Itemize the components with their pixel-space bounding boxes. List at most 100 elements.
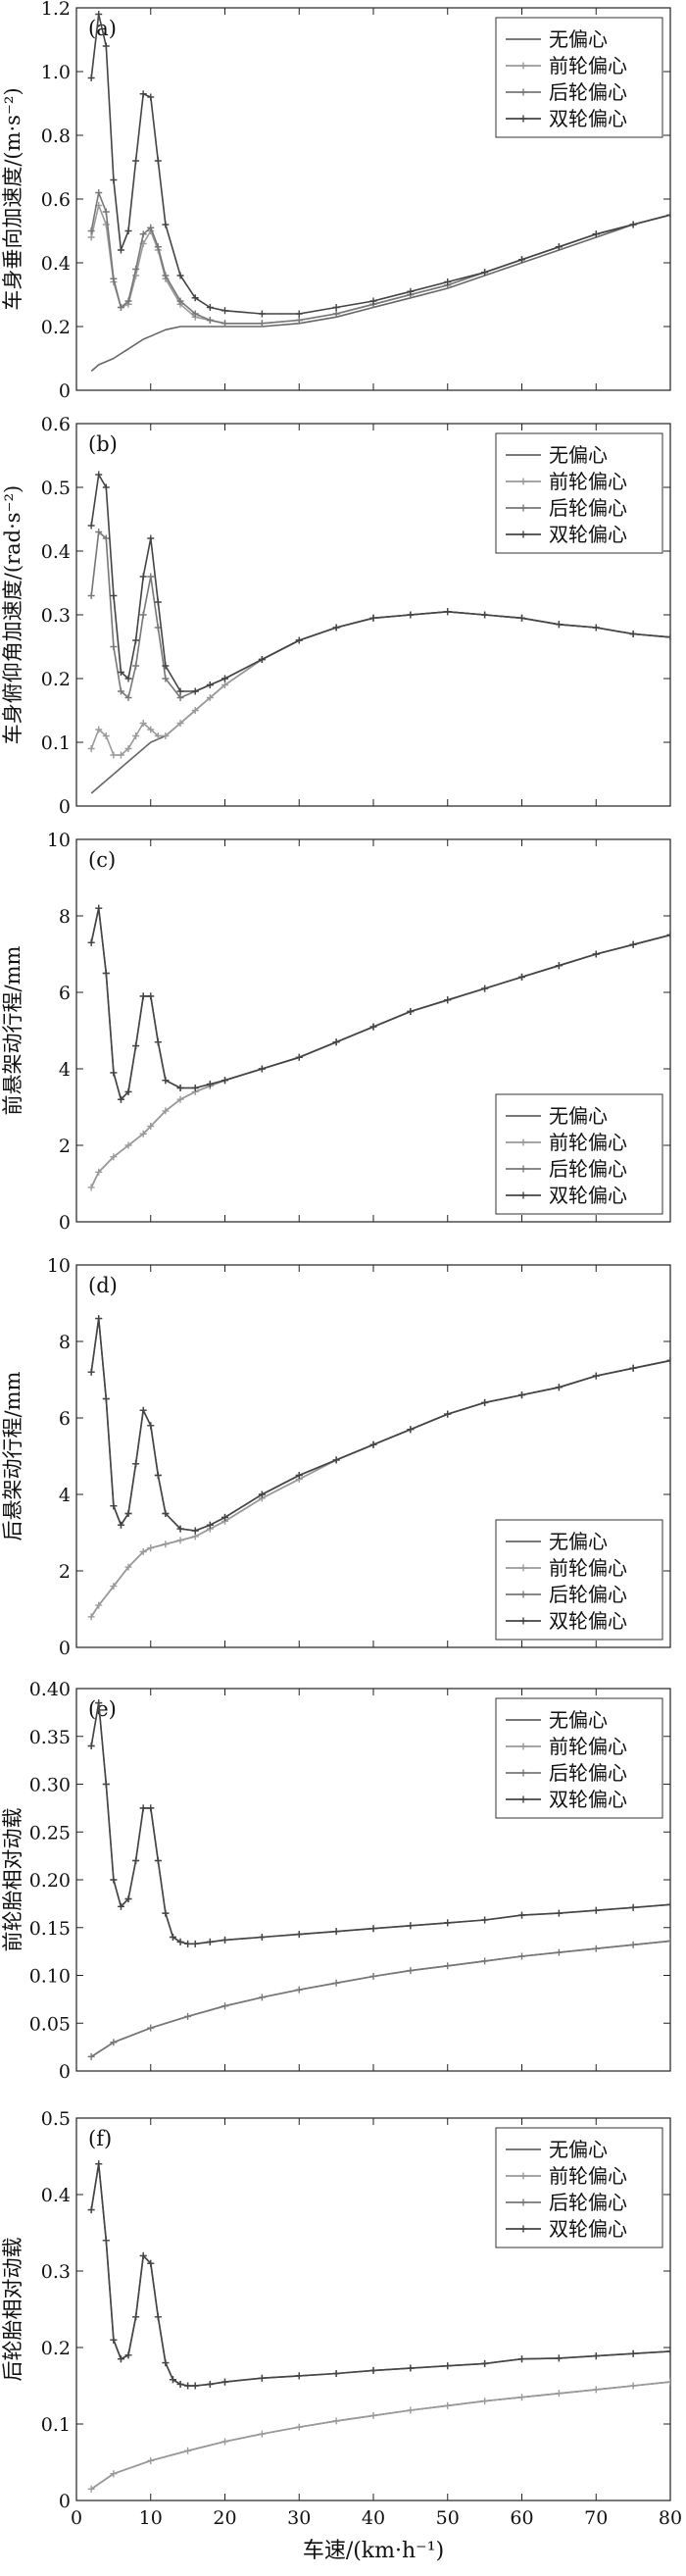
data-point-marker [407, 1426, 415, 1434]
data-point-marker [258, 1934, 266, 1941]
data-point-marker [87, 2206, 95, 2214]
data-point-marker [518, 2394, 525, 2401]
data-point-marker [518, 1952, 525, 1960]
panel-label: (d) [88, 1274, 118, 1297]
data-point-marker [132, 1042, 140, 1050]
legend-entry-label: 后轮偏心 [549, 1157, 627, 1181]
x-tick-label: 60 [510, 2507, 533, 2529]
data-point-marker [206, 1081, 214, 1088]
data-point-marker [87, 2052, 95, 2060]
data-point-marker [154, 1857, 162, 1864]
data-point-marker [221, 320, 228, 328]
y-tick-label: 0 [59, 1638, 71, 1659]
data-point-marker [258, 1065, 266, 1073]
data-point-marker [117, 687, 124, 695]
data-point-marker [206, 1521, 214, 1529]
data-point-marker [162, 675, 170, 682]
data-point-marker [369, 1023, 377, 1031]
y-tick-label: 0.6 [41, 189, 71, 211]
data-point-marker [444, 1410, 452, 1418]
data-point-marker [332, 2370, 340, 2378]
data-point-marker [124, 745, 132, 752]
data-point-marker [87, 592, 95, 599]
data-point-marker [110, 643, 118, 650]
series-group [87, 1315, 670, 1621]
data-point-marker [102, 42, 110, 50]
legend-entry-label: 无偏心 [549, 27, 608, 51]
data-point-marker [206, 694, 214, 701]
data-point-marker [132, 662, 140, 670]
data-point-marker [139, 1804, 147, 1812]
data-point-marker [295, 1472, 303, 1479]
data-point-marker [407, 611, 415, 619]
legend-entry-label: 前轮偏心 [549, 1735, 627, 1758]
legend-swatch-marker [519, 1564, 527, 1572]
data-point-marker [481, 1957, 489, 1965]
data-point-marker [124, 694, 132, 701]
data-point-marker [162, 2359, 170, 2367]
data-point-marker [295, 636, 303, 644]
data-point-marker [162, 221, 170, 228]
data-point-marker [110, 751, 118, 759]
y-tick-label: 0.6 [41, 414, 71, 435]
data-point-marker [555, 243, 563, 251]
data-point-marker [295, 1931, 303, 1939]
panel-label: (c) [88, 848, 116, 872]
data-point-marker [666, 1357, 670, 1364]
data-point-marker [87, 938, 95, 946]
data-point-marker [221, 307, 228, 315]
series-group [87, 1699, 670, 2060]
data-point-marker [95, 1601, 103, 1609]
data-point-marker [154, 732, 162, 739]
data-point-marker [154, 598, 162, 606]
data-point-marker [295, 1053, 303, 1061]
data-point-marker [332, 304, 340, 311]
y-axis-label: 后悬架动行程/mm [1, 1371, 24, 1541]
data-point-marker [258, 656, 266, 663]
data-point-marker [518, 614, 525, 622]
data-point-marker [221, 2378, 228, 2386]
y-tick-label: 0.5 [41, 2108, 71, 2130]
data-point-marker [206, 304, 214, 311]
legend-entry-label: 无偏心 [549, 1530, 608, 1553]
y-tick-label: 0.35 [29, 1727, 71, 1748]
y-axis-label: 后轮胎相对动载 [1, 2238, 24, 2382]
data-point-marker [407, 1008, 415, 1015]
data-point-marker [87, 75, 95, 81]
data-point-marker [110, 1069, 118, 1077]
y-tick-label: 1.0 [41, 62, 71, 83]
data-point-marker [132, 636, 140, 644]
data-point-marker [147, 992, 155, 1000]
data-point-marker [184, 2012, 192, 2020]
data-point-marker [124, 1141, 132, 1149]
data-point-marker [139, 720, 147, 727]
data-point-marker [206, 682, 214, 688]
data-point-marker [124, 1563, 132, 1571]
data-point-marker [117, 1521, 124, 1529]
legend-entry-label: 后轮偏心 [549, 1583, 627, 1606]
legend-entry-label: 无偏心 [549, 1104, 608, 1128]
data-point-marker [124, 1510, 132, 1517]
data-point-marker [87, 233, 95, 241]
data-point-marker [117, 304, 124, 311]
data-point-marker [555, 1909, 563, 1917]
legend-swatch-marker [519, 1743, 527, 1750]
data-point-marker [518, 256, 525, 264]
data-point-marker [555, 1384, 563, 1391]
series-line-3 [90, 1317, 670, 1532]
y-tick-label: 0.10 [29, 1966, 71, 1988]
legend-swatch-marker [519, 504, 527, 512]
data-point-marker [139, 1548, 147, 1555]
legend-entry-label: 后轮偏心 [549, 80, 627, 104]
data-point-marker [176, 1085, 184, 1091]
data-point-marker [555, 2354, 563, 2362]
data-point-marker [110, 1153, 118, 1161]
y-tick-label: 0 [59, 380, 71, 402]
legend-entry-label: 双轮偏心 [549, 1788, 627, 1811]
data-point-marker [258, 2430, 266, 2438]
data-point-marker [332, 310, 340, 318]
